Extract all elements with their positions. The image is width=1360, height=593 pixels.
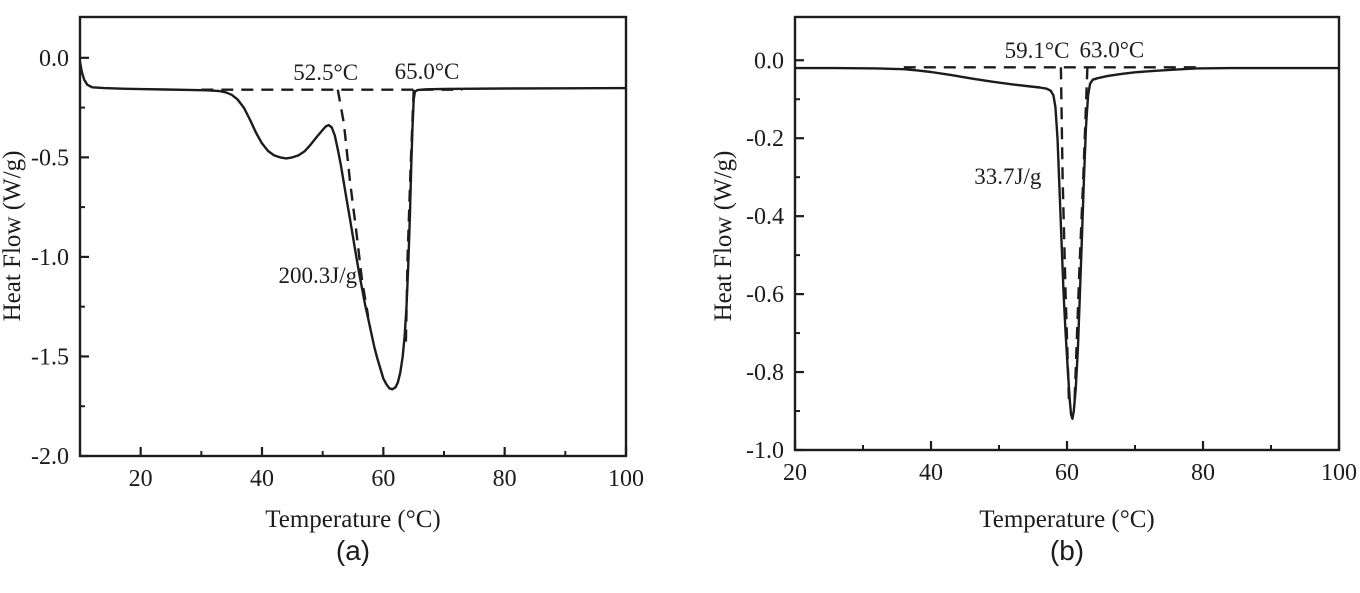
panel-a-label: (a) [336, 535, 370, 566]
x-tick-label: 60 [371, 466, 395, 492]
plot-area-a: 20 40 60 80 100 0.0 -0.5 -1.0 -1.5 -2.0 52.5°C 65.0… [31, 15, 644, 492]
chart-b: Temperature (°C) Heat Flow (W/g) (b) 20 4… [710, 15, 1357, 566]
x-tick-label: 80 [493, 466, 517, 492]
annotation-offset-temp-label: 63.0°C [1079, 37, 1144, 62]
y-tick-label: 0.0 [39, 46, 69, 72]
chart-a: Temperature (°C) Heat Flow (W/g) (a) 20 4… [0, 15, 644, 566]
x-tick-label: 20 [129, 466, 153, 492]
onset-tangent-path [336, 89, 370, 317]
x-tick-label: 40 [250, 466, 274, 492]
y-tick-label: -0.5 [31, 145, 69, 171]
onset-tangent-path [1059, 67, 1071, 404]
annotation-enthalpy-label: 200.3J/g [279, 263, 358, 288]
y-tick-label: 0.0 [754, 48, 784, 74]
dsc-curve-path [795, 66, 1339, 420]
annotation-onset-temp-label: 59.1°C [1005, 38, 1070, 63]
annotation-offset-temp-label: 65.0°C [395, 59, 460, 84]
offset-tangent-path [1073, 67, 1089, 404]
y-axis-title: Heat Flow (W/g) [710, 151, 737, 322]
y-tick-label: -0.4 [746, 204, 784, 230]
y-tick-label: -2.0 [31, 444, 69, 470]
y-tick-label: -0.6 [746, 282, 784, 308]
plot-border [78, 15, 628, 458]
x-tick-label: 20 [783, 460, 807, 486]
y-tick-label: -0.2 [746, 126, 784, 152]
y-axis-title: Heat Flow (W/g) [0, 151, 26, 322]
dsc-curve-path [78, 61, 627, 391]
y-tick-label: -1.0 [746, 438, 784, 464]
annotation-enthalpy-label: 33.7J/g [974, 164, 1042, 189]
y-tick-label: -1.5 [31, 344, 69, 370]
y-tick-label: -0.8 [746, 360, 784, 386]
x-axis-title: Temperature (°C) [265, 506, 441, 533]
offset-tangent-path [404, 89, 415, 347]
x-tick-label: 40 [919, 460, 943, 486]
panel-b-label: (b) [1050, 535, 1084, 566]
x-tick-label: 80 [1191, 460, 1215, 486]
y-tick-label: -1.0 [31, 245, 69, 271]
plot-area-b: 20 40 60 80 100 0.0 -0.2 -0.4 -0.6 -0.8 -1.0 59.1°C… [746, 15, 1357, 486]
x-tick-label: 100 [608, 466, 644, 492]
annotation-onset-temp-label: 52.5°C [293, 60, 358, 85]
plot-border [793, 15, 1341, 452]
x-tick-label: 60 [1055, 460, 1079, 486]
x-axis-title: Temperature (°C) [979, 506, 1155, 533]
x-tick-label: 100 [1321, 460, 1357, 486]
